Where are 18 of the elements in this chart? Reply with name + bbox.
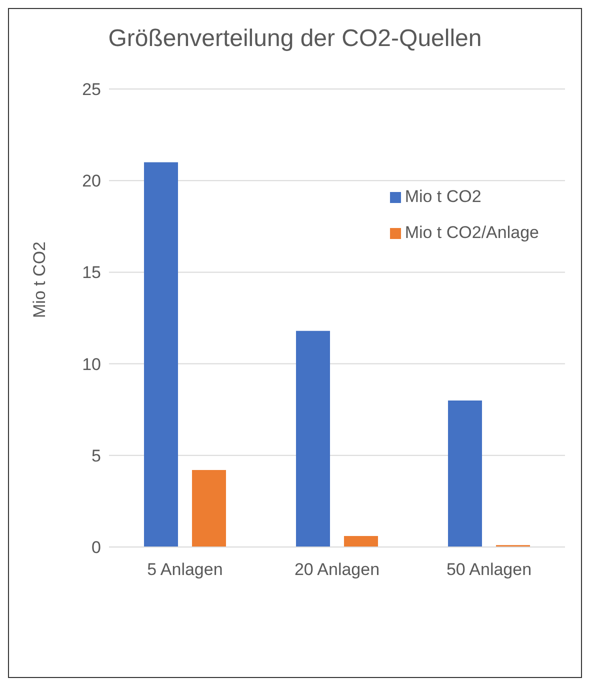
y-tick-label: 10: [82, 354, 101, 374]
legend-label: Mio t CO2: [404, 187, 482, 206]
bar: [296, 330, 330, 547]
y-tick-label: 0: [92, 538, 101, 558]
x-tick-label: 20 Anlagen: [294, 560, 380, 580]
bar: [344, 536, 378, 547]
bar: [144, 162, 178, 547]
y-axis-title: Mio t CO2: [30, 241, 50, 318]
x-tick-label: 5 Anlagen: [147, 560, 223, 580]
y-tick-label: 25: [82, 80, 101, 100]
chart-title: Größenverteilung der CO2-Quellen: [107, 25, 483, 53]
legend-label: Mio t CO2/Anlage: [404, 223, 539, 242]
y-tick-label: 20: [82, 172, 101, 191]
x-tick-label: 50 Anlagen: [446, 560, 532, 580]
bar: [448, 400, 482, 547]
bar: [192, 470, 226, 547]
y-tick-label: 15: [82, 263, 101, 282]
y-tick-label: 5: [92, 446, 101, 466]
